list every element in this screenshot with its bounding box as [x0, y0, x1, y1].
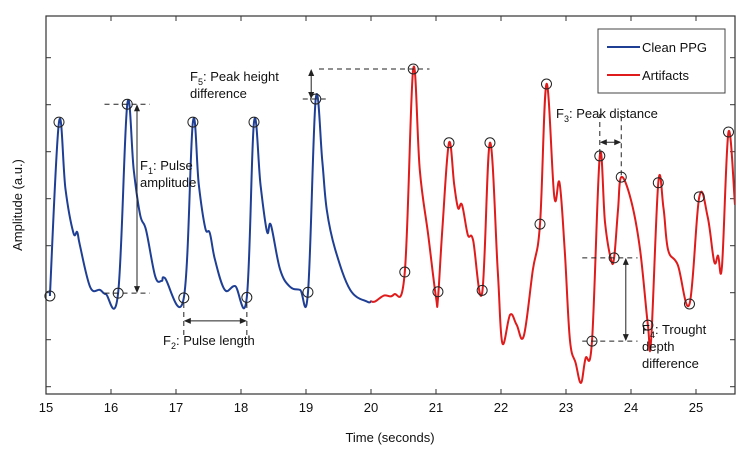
x-axis-label: Time (seconds) — [345, 430, 434, 445]
marker-artifacts — [534, 218, 546, 230]
plot-axes: 15 16 17 18 19 20 21 22 23 24 25 — [39, 15, 736, 415]
marker-artifacts — [652, 177, 664, 189]
arrowhead-left — [599, 139, 607, 146]
arrowhead-up — [134, 104, 140, 112]
arrowhead-up — [622, 257, 629, 265]
legend: Clean PPG Artifacts — [597, 28, 726, 94]
legend-label-artifacts: Artifacts — [642, 68, 689, 83]
x-tick-label: 20 — [364, 400, 378, 415]
annotation-label-f5: F5: Peak height — [190, 69, 279, 87]
marker-artifacts — [399, 266, 411, 278]
annotation-label-f4-line2: depth — [642, 339, 675, 354]
arrowhead-up — [308, 68, 315, 76]
x-tick-label: 21 — [429, 400, 443, 415]
arrowhead-down — [134, 286, 140, 294]
annotation-label-f2: F2: Pulse length — [163, 333, 255, 351]
annotation-f2: F2: Pulse length — [163, 299, 255, 351]
x-tick-label: 22 — [494, 400, 508, 415]
marker-clean-ppg — [187, 116, 199, 128]
annotation-label-f5-line2: difference — [190, 86, 247, 101]
marker-artifacts — [684, 298, 695, 310]
annotation-label-f1: F1: Pulse — [140, 158, 193, 176]
y-axis-label: Amplitude (a.u.) — [10, 159, 25, 251]
x-tick-label: 17 — [169, 400, 183, 415]
series-line-artifacts — [370, 65, 735, 384]
legend-label-clean-ppg: Clean PPG — [642, 40, 707, 55]
marker-artifacts — [476, 284, 488, 296]
marker-artifacts — [723, 126, 734, 138]
x-tick-label: 24 — [624, 400, 638, 415]
annotation-label-f4-line3: difference — [642, 356, 699, 371]
marker-clean-ppg — [44, 290, 56, 302]
series-layer — [44, 63, 735, 384]
arrowhead-down — [308, 92, 315, 100]
marker-artifacts — [484, 137, 496, 149]
x-tick-label: 25 — [689, 400, 703, 415]
marker-clean-ppg — [248, 116, 260, 128]
annotation-label-f1-line2: amplitude — [140, 175, 196, 190]
x-tick-label: 15 — [39, 400, 53, 415]
annotation-label-f4: F4: Trought — [642, 322, 707, 340]
marker-artifacts — [693, 191, 705, 203]
x-tick-label: 18 — [234, 400, 248, 415]
marker-artifacts — [642, 319, 654, 331]
marker-artifacts — [432, 286, 444, 298]
arrowhead-right — [239, 317, 247, 324]
legend-box — [597, 28, 726, 94]
arrowhead-down — [622, 334, 629, 342]
marker-artifacts — [541, 78, 552, 90]
arrowhead-right — [614, 139, 622, 146]
marker-clean-ppg — [302, 286, 314, 298]
plot-frame — [45, 15, 736, 395]
series-line-clean-ppg — [48, 93, 372, 310]
marker-artifacts — [443, 137, 455, 149]
x-tick-label: 23 — [559, 400, 573, 415]
marker-clean-ppg — [241, 291, 253, 303]
arrowhead-left — [183, 317, 191, 324]
annotation-f3: F3: Peak distance — [556, 106, 658, 176]
marker-clean-ppg — [178, 292, 190, 304]
marker-clean-ppg — [53, 116, 65, 128]
x-tick-label: 16 — [104, 400, 118, 415]
x-tick-label: 19 — [299, 400, 313, 415]
annotation-label-f3: F3: Peak distance — [556, 106, 658, 124]
